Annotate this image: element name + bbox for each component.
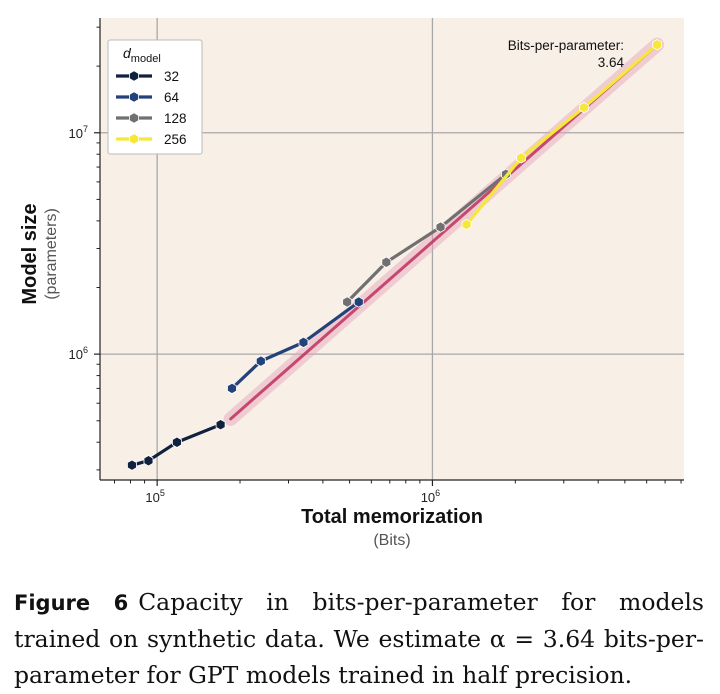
data-point	[461, 218, 472, 231]
y-axis-unit: (parameters)	[43, 208, 60, 300]
x-axis-label: Total memorization	[301, 506, 483, 528]
data-point	[435, 221, 446, 233]
series-line	[230, 300, 361, 391]
series-line	[130, 423, 223, 467]
legend-label: 64	[164, 90, 180, 105]
data-point	[172, 436, 182, 448]
annotation-title: Bits-per-parameter:	[508, 38, 624, 53]
series-group	[127, 39, 663, 471]
series-256	[461, 39, 663, 231]
series-32	[127, 419, 226, 471]
data-point	[579, 101, 589, 114]
data-point	[127, 459, 137, 471]
legend-label: 32	[164, 69, 179, 84]
legend-swatch-marker	[129, 91, 139, 103]
figure-label: Figure 6	[14, 591, 129, 615]
caption-text: Capacity in bits-per-parameter for model…	[14, 588, 704, 689]
legend-label: 256	[164, 132, 187, 147]
series-64	[227, 296, 364, 395]
data-point	[516, 152, 527, 164]
series-line	[345, 172, 508, 304]
legend-swatch-marker	[129, 112, 139, 124]
data-point	[652, 39, 663, 51]
data-point	[342, 296, 353, 308]
data-point	[215, 419, 226, 431]
ticks: 105 106 106 107	[69, 26, 682, 505]
data-point	[227, 382, 237, 395]
figure-caption: Figure 6 Capacity in bits-per-parameter f…	[14, 584, 704, 693]
legend-swatch-marker	[129, 70, 139, 82]
y-tick-label: 106	[69, 345, 88, 362]
series-line	[464, 43, 659, 227]
bits-per-parameter-annotation: Bits-per-parameter: 3.64	[508, 38, 625, 70]
legend-item-32: 32	[116, 69, 179, 84]
x-tick-label: 105	[145, 488, 164, 505]
legend-label: 128	[164, 111, 187, 126]
x-tick-label: 106	[421, 488, 440, 505]
x-axis-unit: (Bits)	[373, 532, 410, 549]
legend-item-128: 128	[116, 111, 187, 126]
series-128	[342, 168, 511, 308]
legend-box	[107, 39, 203, 155]
legend-items: 32 64 128 256	[116, 69, 187, 147]
data-point	[381, 256, 392, 268]
legend-item-256: 256	[116, 132, 187, 147]
annotation-value: 3.64	[598, 55, 625, 70]
data-point	[298, 336, 309, 349]
legend: dmodel 32 64 128 256	[107, 39, 203, 155]
data-point	[353, 296, 364, 308]
data-point	[143, 455, 154, 467]
legend-swatch-marker	[129, 133, 139, 145]
y-tick-label: 107	[69, 124, 88, 141]
data-point	[255, 355, 266, 367]
legend-item-64: 64	[116, 90, 180, 105]
chart: 105 106 106 107 Bits-per-parameter: 3.64 dm…	[19, 18, 684, 549]
legend-title: dmodel	[123, 45, 161, 65]
y-axis-label: Model size	[19, 203, 41, 304]
